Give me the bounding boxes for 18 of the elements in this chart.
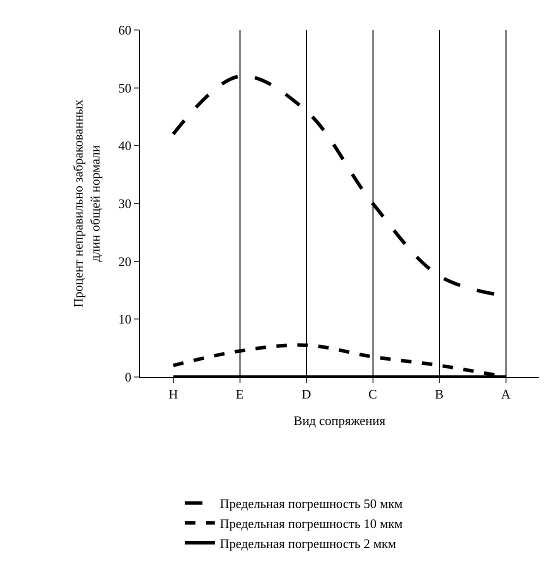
y-axis-title: Процент неправильно забракованных длин общей нормали [70,99,102,308]
y-tick-label: 40 [118,138,132,154]
x-tick-label: E [236,386,244,402]
y-tick-label: 60 [118,22,132,38]
x-tick-label: A [501,386,512,402]
y-tick-label: 50 [118,80,132,96]
legend-label: Предельная погрешность 2 мкм [220,536,396,551]
x-tick-label: D [302,386,311,402]
y-tick-label: 30 [118,196,132,212]
x-tick-label: H [168,386,178,402]
y-tick-label: 20 [118,254,132,269]
x-tick-label: C [368,386,378,402]
x-axis-title: Вид сопряжения [294,413,386,428]
x-tick-label: B [434,386,444,402]
y-tick-label: 0 [124,370,132,385]
y-tick-label: 10 [118,312,132,327]
legend-label: Предельная погрешность 10 мкм [220,516,403,531]
legend-label: Предельная погрешность 50 мкм [220,496,403,512]
